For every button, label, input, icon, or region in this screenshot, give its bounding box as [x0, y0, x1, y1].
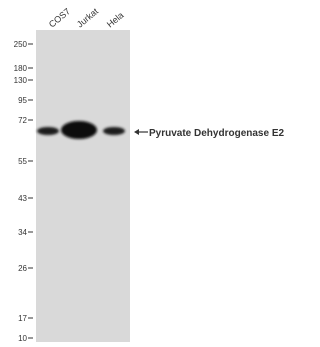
marker-label: 55	[18, 157, 27, 166]
band	[61, 121, 97, 139]
western-blot: Pyruvate Dehydrogenase E2 250 180 130 95 72 5…	[0, 0, 289, 342]
band	[37, 127, 59, 135]
band	[103, 127, 125, 135]
marker-label: 10	[18, 334, 27, 342]
lane-label: Hela	[105, 10, 126, 30]
membrane	[36, 30, 130, 342]
marker-label: 43	[18, 194, 27, 203]
marker-label: 130	[14, 76, 28, 85]
marker-label: 95	[18, 96, 27, 105]
marker-label: 250	[14, 40, 28, 49]
marker-label: 17	[18, 314, 27, 323]
arrow-head	[134, 129, 139, 135]
band-label: Pyruvate Dehydrogenase E2	[149, 128, 284, 139]
marker-label: 72	[18, 116, 27, 125]
marker-label: 26	[18, 264, 27, 273]
marker-label: 180	[14, 64, 28, 73]
marker-label: 34	[18, 228, 27, 237]
lane-label: Jurkat	[75, 6, 101, 30]
lane-label: COS7	[47, 6, 72, 29]
